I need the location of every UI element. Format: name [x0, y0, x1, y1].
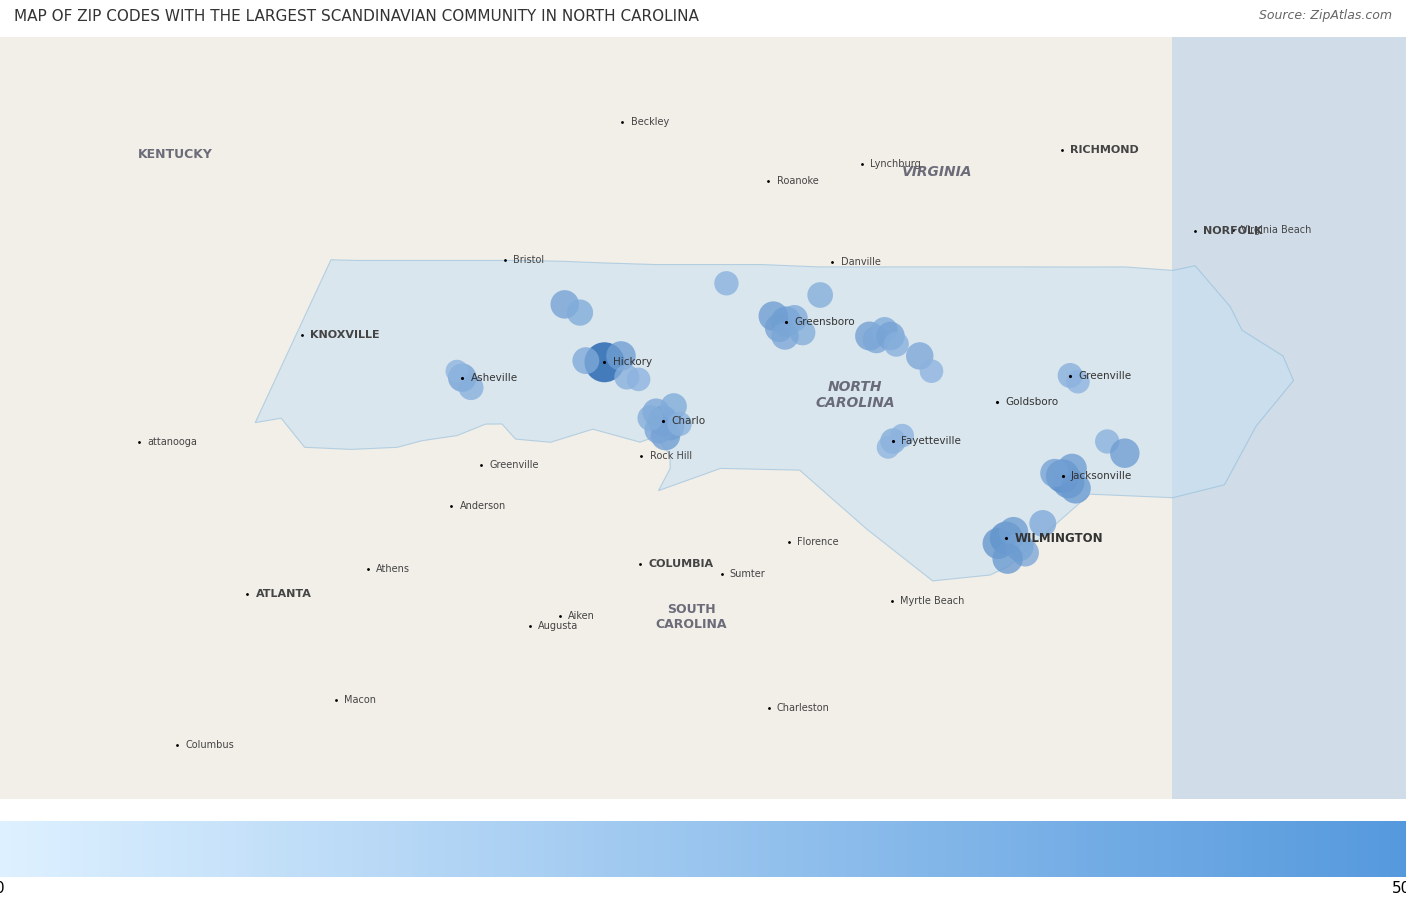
Text: Greenville: Greenville: [1078, 370, 1132, 380]
Text: MAP OF ZIP CODES WITH THE LARGEST SCANDINAVIAN COMMUNITY IN NORTH CAROLINA: MAP OF ZIP CODES WITH THE LARGEST SCANDI…: [14, 9, 699, 24]
Point: [554, 298, 576, 312]
Text: SOUTH
CAROLINA: SOUTH CAROLINA: [655, 603, 727, 631]
Text: NORTH
CAROLINA: NORTH CAROLINA: [815, 379, 896, 410]
Point: [1014, 546, 1036, 560]
Text: Fayetteville: Fayetteville: [901, 436, 962, 446]
Text: Danville: Danville: [841, 256, 880, 266]
Text: Roanoke: Roanoke: [776, 176, 818, 186]
Point: [1059, 369, 1081, 383]
Text: Augusta: Augusta: [538, 621, 579, 631]
Point: [460, 380, 482, 395]
Point: [1114, 446, 1136, 460]
Point: [995, 530, 1018, 545]
Point: [659, 419, 682, 433]
Point: [997, 551, 1019, 565]
Text: Anderson: Anderson: [460, 501, 506, 511]
Text: NORFOLK: NORFOLK: [1204, 226, 1263, 236]
Point: [775, 315, 797, 329]
Point: [792, 325, 814, 340]
Point: [1032, 516, 1054, 530]
Point: [783, 311, 806, 325]
Point: [1052, 469, 1074, 484]
Point: [610, 349, 633, 363]
Text: KENTUCKY: KENTUCKY: [138, 148, 214, 161]
Point: [446, 364, 468, 378]
Point: [668, 417, 690, 432]
Point: [569, 306, 592, 320]
Point: [575, 353, 598, 368]
Point: [627, 372, 650, 387]
Point: [645, 405, 668, 419]
Point: [593, 355, 616, 369]
Point: [877, 441, 900, 455]
Bar: [1171, 0, 1406, 799]
Point: [873, 323, 896, 337]
Point: [762, 309, 785, 324]
Point: [891, 429, 914, 443]
Point: [879, 329, 901, 343]
Point: [858, 329, 880, 343]
Text: Sumter: Sumter: [730, 569, 766, 579]
Text: Asheville: Asheville: [471, 372, 517, 383]
Point: [716, 276, 738, 290]
Polygon shape: [256, 260, 1294, 581]
Text: Aiken: Aiken: [568, 611, 595, 621]
Text: WILMINGTON: WILMINGTON: [1014, 531, 1104, 545]
Text: COLUMBIA: COLUMBIA: [648, 559, 714, 569]
Point: [651, 414, 673, 428]
Text: Columbus: Columbus: [186, 740, 235, 750]
Text: Myrtle Beach: Myrtle Beach: [900, 596, 965, 606]
Point: [647, 423, 669, 437]
Point: [1062, 461, 1084, 476]
Point: [1064, 481, 1087, 495]
Point: [451, 370, 474, 385]
Text: Jacksonville: Jacksonville: [1071, 471, 1132, 481]
Point: [616, 369, 638, 384]
Point: [865, 333, 887, 347]
Text: RICHMOND: RICHMOND: [1070, 145, 1139, 155]
Point: [808, 288, 831, 302]
Point: [882, 434, 904, 449]
Point: [768, 321, 790, 335]
Point: [886, 337, 908, 352]
Text: Macon: Macon: [344, 696, 377, 706]
Text: Rock Hill: Rock Hill: [650, 451, 692, 461]
Text: KNOXVILLE: KNOXVILLE: [311, 330, 380, 340]
Text: Bristol: Bristol: [513, 255, 544, 265]
Point: [1008, 539, 1031, 554]
Text: Beckley: Beckley: [630, 117, 669, 127]
Point: [638, 411, 661, 425]
Point: [1057, 476, 1080, 490]
Text: Virginia Beach: Virginia Beach: [1241, 226, 1312, 236]
Point: [987, 536, 1010, 550]
Text: ATLANTA: ATLANTA: [256, 589, 312, 599]
Text: Greensboro: Greensboro: [794, 316, 855, 326]
Text: Lynchburg: Lynchburg: [870, 159, 921, 170]
Text: Hickory: Hickory: [613, 357, 652, 368]
Text: Goldsboro: Goldsboro: [1005, 397, 1059, 407]
Text: Athens: Athens: [377, 564, 411, 574]
Point: [1002, 524, 1025, 539]
Point: [654, 429, 676, 443]
Point: [1067, 375, 1090, 389]
Point: [921, 364, 943, 378]
Text: Florence: Florence: [797, 537, 839, 547]
Text: VIRGINIA: VIRGINIA: [903, 165, 973, 179]
Point: [1043, 466, 1066, 480]
Point: [1097, 434, 1119, 449]
Text: Source: ZipAtlas.com: Source: ZipAtlas.com: [1258, 9, 1392, 22]
Point: [908, 349, 931, 363]
Text: Greenville: Greenville: [489, 459, 538, 470]
Text: Charlo: Charlo: [671, 415, 706, 426]
Text: attanooga: attanooga: [148, 437, 197, 447]
Text: Charleston: Charleston: [778, 703, 830, 713]
Point: [773, 329, 796, 343]
Point: [662, 399, 685, 414]
